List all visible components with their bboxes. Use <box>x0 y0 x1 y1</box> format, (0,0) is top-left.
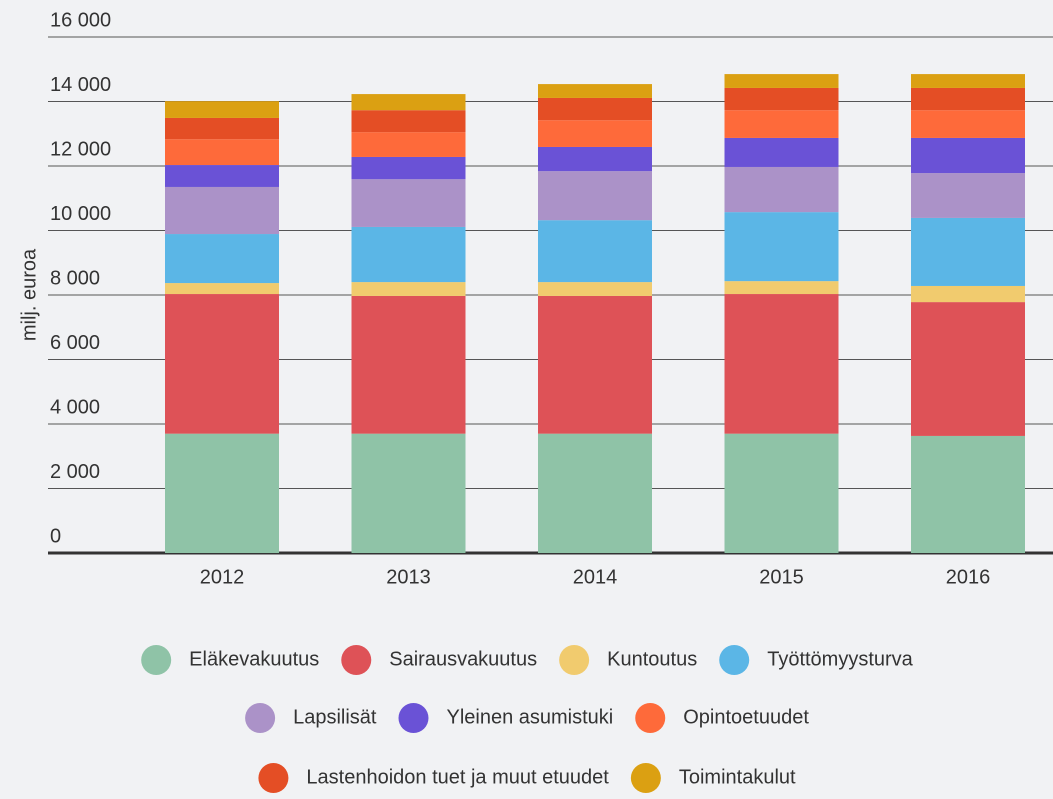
legend-swatch <box>719 645 750 675</box>
legend-swatch <box>635 703 666 733</box>
bar-segment <box>165 294 279 434</box>
y-tick-label: 0 <box>50 525 61 547</box>
bar-segment <box>351 132 466 157</box>
x-tick-label: 2015 <box>759 566 804 588</box>
legend-label: Kuntoutus <box>607 648 697 670</box>
y-tick-label: 6 000 <box>50 332 100 354</box>
bar-segment <box>165 234 279 284</box>
bar-segment <box>165 165 279 187</box>
legend-swatch <box>398 703 429 733</box>
bar-segment <box>911 285 1025 303</box>
bar-segment <box>911 110 1025 138</box>
bar-segment <box>724 433 839 553</box>
bar-segment <box>724 166 839 213</box>
bar-segment <box>724 281 839 295</box>
legend-label: Toimintakulut <box>679 766 796 788</box>
bar-segment <box>351 94 466 111</box>
x-tick-label: 2013 <box>386 566 431 588</box>
y-tick-label: 8 000 <box>50 267 100 289</box>
bar-segment <box>351 179 466 227</box>
bar-segment <box>724 294 839 434</box>
x-tick-label: 2014 <box>573 566 618 588</box>
y-tick-label: 10 000 <box>50 203 111 225</box>
bar-segment <box>351 156 466 180</box>
bar-segment <box>724 74 839 88</box>
bar-segment <box>538 433 652 553</box>
bar-segment <box>165 433 279 553</box>
y-tick-label: 2 000 <box>50 461 100 483</box>
bar-segment <box>165 283 279 295</box>
y-tick-label: 16 000 <box>50 9 111 31</box>
bar-segment <box>724 137 839 167</box>
bar-segment <box>911 435 1025 553</box>
y-tick-label: 14 000 <box>50 74 111 96</box>
legend-label: Lapsilisät <box>293 706 377 728</box>
bar-segment <box>351 226 466 283</box>
bar-segment <box>538 84 652 98</box>
bar-segment <box>165 101 279 118</box>
bar-segment <box>911 74 1025 88</box>
y-axis-label: milj. euroa <box>18 248 40 341</box>
bar-segment <box>165 186 279 235</box>
bar-segment <box>351 110 466 133</box>
legend-swatch <box>559 645 590 675</box>
legend-label: Yleinen asumistuki <box>446 706 613 728</box>
bar-segment <box>911 302 1025 436</box>
bar-segment <box>538 220 652 283</box>
bar-segment <box>538 295 652 434</box>
bar-segment <box>538 120 652 147</box>
bar-segment <box>351 295 466 434</box>
bar-segment <box>911 217 1025 286</box>
bar-segment <box>911 173 1025 218</box>
bar-segment <box>724 212 839 282</box>
bar-segment <box>724 110 839 138</box>
y-tick-label: 12 000 <box>50 138 111 160</box>
bar-segment <box>538 171 652 221</box>
x-tick-label: 2016 <box>946 566 991 588</box>
bar-segment <box>911 137 1025 174</box>
y-tick-label: 4 000 <box>50 396 100 418</box>
x-tick-label: 2012 <box>200 566 245 588</box>
legend-swatch <box>341 645 372 675</box>
legend-swatch <box>258 763 289 793</box>
legend-swatch <box>630 763 661 793</box>
bar-segment <box>538 97 652 121</box>
bar-segment <box>538 282 652 296</box>
legend-label: Työttömyysturva <box>767 648 913 670</box>
legend-label: Lastenhoidon tuet ja muut etuudet <box>306 766 609 788</box>
legend-label: Sairausvakuutus <box>389 648 537 670</box>
bar-segment <box>351 433 466 553</box>
bar-segment <box>165 117 279 140</box>
bar-segment <box>165 139 279 166</box>
legend-label: Eläkevakuutus <box>189 648 319 670</box>
bar-segment <box>351 282 466 296</box>
bar-segment <box>538 146 652 172</box>
bar-segment <box>724 87 839 111</box>
bar-segment <box>911 87 1025 111</box>
legend-swatch <box>245 703 276 733</box>
legend-label: Opintoetuudet <box>683 706 809 728</box>
legend-swatch <box>141 645 172 675</box>
